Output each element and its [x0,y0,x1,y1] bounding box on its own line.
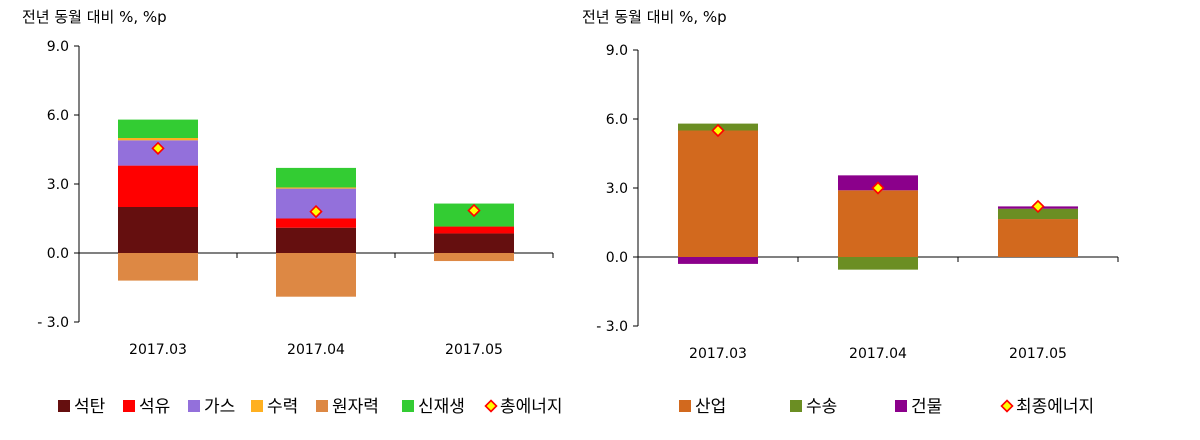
legend-label: 신재생 [418,397,465,417]
bar-석유-2017.04 [276,218,356,228]
x-tick-label: 2017.04 [287,342,345,358]
x-tick-label: 2017.04 [849,346,907,362]
legend-label: 원자력 [332,397,379,417]
legend-swatch-석유 [123,400,135,412]
bar-산업-2017.05 [998,219,1078,257]
bar-석유-2017.03 [118,165,198,207]
total-marker-2017.05 [467,203,481,218]
legend-swatch-가스 [188,400,200,412]
y-tick-label: 9.0 [47,39,69,55]
legend-swatch-원자력 [316,400,328,412]
bar-석탄-2017.03 [118,207,198,253]
legend-label: 석탄 [74,397,106,417]
bar-수송-2017.05 [998,208,1078,220]
legend-label: 건물 [911,397,942,417]
y-tick-label: 6.0 [606,112,628,128]
legend-marker-icon [1000,399,1014,413]
legend-swatch-석탄 [58,400,70,412]
y-tick-label: - 3.0 [596,319,628,335]
bar-원자력-2017.05 [434,253,514,262]
y-tick-label: 0.0 [47,246,69,262]
legend-swatch-신재생 [402,400,414,412]
y-tick-label: - 3.0 [37,315,69,331]
y-tick-label: 3.0 [606,181,628,197]
legend: 석탄 석유 가스 수력 원자력 신재생 총에너지 [58,397,563,417]
y-tick-label: 6.0 [47,108,69,124]
chart-1: 전년 동월 대비 %, %p - 3.0 0.0 3.0 6.0 9.0 2017.03 20… [22,8,563,417]
legend-swatch-건물 [895,400,907,412]
legend-marker-icon [484,399,498,413]
bar-수력-2017.03 [118,138,198,141]
legend-swatch-수송 [790,400,802,412]
legend: 산업 수송 건물 최종에너지 [679,397,1094,417]
total-marker-2017.03 [711,123,725,138]
legend-label: 수송 [806,397,837,417]
total-marker-2017.04 [309,204,323,219]
chart-2: 전년 동월 대비 %, %p - 3.0 0.0 3.0 6.0 9.0 2017.03 20… [582,8,1119,417]
bar-석탄-2017.04 [276,227,356,253]
y-tick-label: 9.0 [606,43,628,59]
bar-산업-2017.04 [838,190,918,257]
total-marker-2017.04 [871,181,885,195]
bar-신재생-2017.03 [118,119,198,138]
bar-수력-2017.04 [276,187,356,189]
y-tick-label: 3.0 [47,177,69,193]
legend-label: 산업 [695,397,726,417]
legend-label: 석유 [139,397,170,417]
legend-label: 총에너지 [500,397,563,417]
x-tick-label: 2017.03 [129,342,187,358]
legend-label: 최종에너지 [1016,397,1094,417]
bar-신재생-2017.04 [276,167,356,188]
legend-swatch-산업 [679,400,691,412]
legend-swatch-수력 [251,400,263,412]
y-axis-title: 전년 동월 대비 %, %p [582,8,727,26]
bar-산업-2017.03 [678,130,758,257]
bar-석유-2017.05 [434,226,514,234]
bar-석탄-2017.05 [434,233,514,253]
bar-원자력-2017.03 [118,253,198,281]
total-marker-2017.03 [151,141,165,155]
x-tick-label: 2017.03 [689,346,747,362]
bar-수송-2017.04 [838,257,918,270]
x-tick-label: 2017.05 [1009,346,1067,362]
total-marker-2017.05 [1031,199,1045,214]
legend-label: 가스 [204,397,235,417]
bar-원자력-2017.04 [276,253,356,297]
y-tick-label: 0.0 [606,250,628,266]
x-tick-label: 2017.05 [445,342,503,358]
bar-건물-2017.03 [678,257,758,264]
legend-label: 수력 [267,397,298,417]
y-axis-title: 전년 동월 대비 %, %p [22,8,167,26]
